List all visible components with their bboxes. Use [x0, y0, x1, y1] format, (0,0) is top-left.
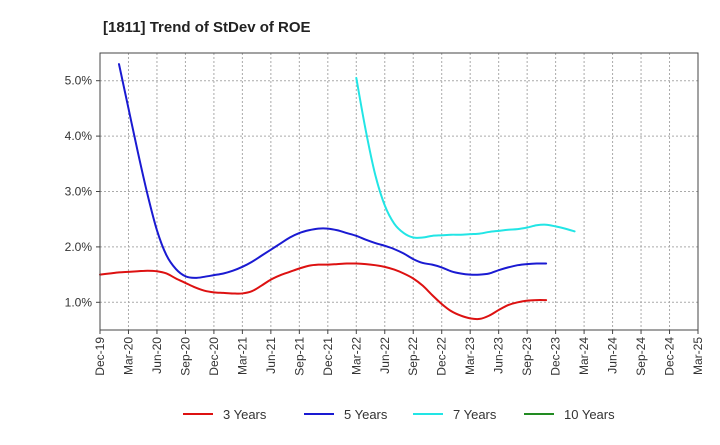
x-tick-label: Sep-23	[520, 337, 534, 376]
y-tick-label: 4.0%	[65, 129, 93, 143]
y-tick-label: 5.0%	[65, 74, 93, 88]
x-tick-label: Dec-19	[93, 337, 107, 376]
y-tick-label: 2.0%	[65, 240, 93, 254]
x-tick-label: Dec-24	[663, 337, 677, 376]
legend-item-5-years: 5 Years	[304, 407, 388, 422]
series-line-5-years	[117, 63, 548, 279]
x-tick-label: Mar-20	[121, 337, 135, 375]
x-tick-label: Mar-24	[577, 337, 591, 375]
x-tick-label: Sep-21	[292, 337, 306, 376]
x-tick-label: Jun-21	[264, 337, 278, 374]
x-tick-label: Mar-23	[463, 337, 477, 375]
x-tick-label: Mar-21	[235, 337, 249, 375]
x-tick-label: Dec-21	[321, 337, 335, 376]
x-tick-label: Jun-22	[378, 337, 392, 374]
x-tick-label: Dec-20	[207, 337, 221, 376]
x-tick-label: Sep-24	[634, 337, 648, 376]
legend-item-7-years: 7 Years	[413, 407, 497, 422]
series-line-7-years	[355, 76, 576, 239]
legend-label: 3 Years	[223, 407, 267, 422]
x-tick-label: Jun-23	[492, 337, 506, 374]
x-tick-layer: Dec-19 Mar-20 Jun-20 Sep-20 Dec-20 Mar-21 Jun-…	[93, 330, 705, 376]
legend-label: 5 Years	[344, 407, 388, 422]
x-tick-label: Sep-20	[178, 337, 192, 376]
y-tick-label: 3.0%	[65, 185, 93, 199]
x-tick-label: Mar-22	[349, 337, 363, 375]
legend-label: 7 Years	[453, 407, 497, 422]
x-tick-label: Jun-24	[606, 337, 620, 374]
grid-layer	[100, 53, 698, 330]
x-tick-label: Mar-25	[691, 337, 705, 375]
legend-label: 10 Years	[564, 407, 615, 422]
series-layer	[99, 63, 576, 321]
x-tick-label: Dec-22	[435, 337, 449, 376]
y-tick-label: 1.0%	[65, 295, 93, 309]
series-line-3-years	[99, 262, 548, 321]
y-tick-layer: 1.0% 2.0% 3.0% 4.0% 5.0%	[65, 74, 100, 309]
chart-title: [1811] Trend of StDev of ROE	[103, 19, 311, 36]
legend-item-10-years: 10 Years	[524, 407, 615, 422]
x-tick-label: Jun-20	[150, 337, 164, 374]
legend: 3 Years 5 Years 7 Years 10 Years	[183, 407, 615, 422]
x-tick-label: Dec-23	[549, 337, 563, 376]
legend-item-3-years: 3 Years	[183, 407, 267, 422]
x-tick-label: Sep-22	[406, 337, 420, 376]
